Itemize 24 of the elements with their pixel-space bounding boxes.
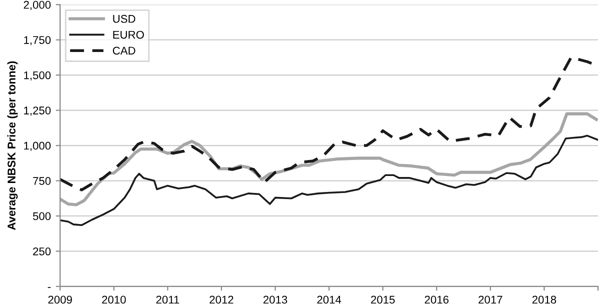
legend-label: USD [113, 14, 136, 23]
x-tick-label: 2010 [102, 296, 126, 304]
y-axis-title: Average NBSK Price (per tonne) [7, 61, 18, 230]
y-tick-label: 1,250 [24, 106, 51, 116]
y-tick-label: 750 [33, 177, 51, 185]
y-tick-label: 500 [32, 212, 51, 220]
x-tick-label: 2018 [532, 296, 556, 304]
y-tick-label: 1,750 [24, 36, 51, 46]
x-tick-label: 2012 [210, 296, 234, 304]
legend-label: CAD [112, 46, 136, 55]
x-tick-label: 2014 [317, 296, 342, 304]
x-tick-label: 2016 [424, 296, 448, 304]
y-tick-label: - [48, 287, 51, 288]
legend-label: EURO [113, 30, 144, 39]
x-tick-label: 2017 [478, 296, 502, 304]
x-tick-label: 2013 [263, 296, 288, 304]
y-tick-label: 2,000 [24, 0, 51, 10]
y-tick-label: 250 [33, 247, 51, 256]
line-series [60, 134, 598, 226]
y-tick-label: 1,000 [24, 142, 51, 151]
x-tick-label: 2011 [156, 296, 180, 304]
y-tick-label: 1,500 [24, 71, 51, 81]
x-tick-label: 2015 [371, 296, 395, 304]
x-tick-label: 2009 [48, 296, 72, 304]
